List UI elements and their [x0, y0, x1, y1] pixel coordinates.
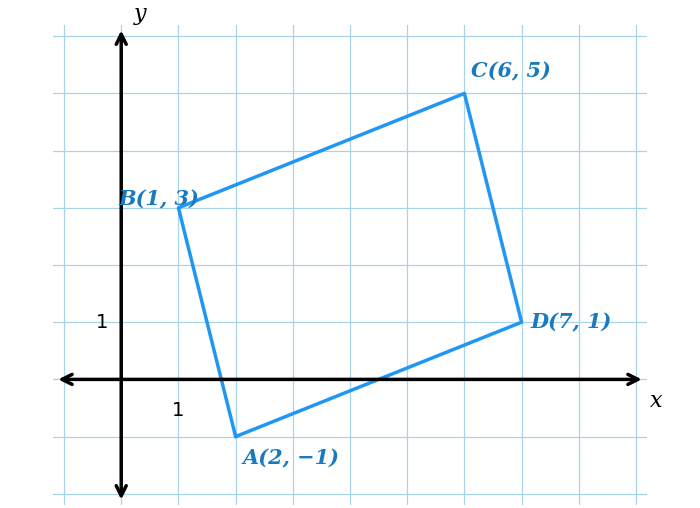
Text: B(1, 3): B(1, 3): [118, 189, 200, 209]
Text: y: y: [134, 3, 146, 25]
Text: x: x: [650, 390, 663, 412]
Text: 1: 1: [172, 401, 185, 420]
Text: 1: 1: [97, 313, 108, 332]
Text: A(2, −1): A(2, −1): [242, 449, 340, 468]
Text: C(6, 5): C(6, 5): [471, 61, 551, 82]
Text: D(7, 1): D(7, 1): [530, 312, 612, 332]
